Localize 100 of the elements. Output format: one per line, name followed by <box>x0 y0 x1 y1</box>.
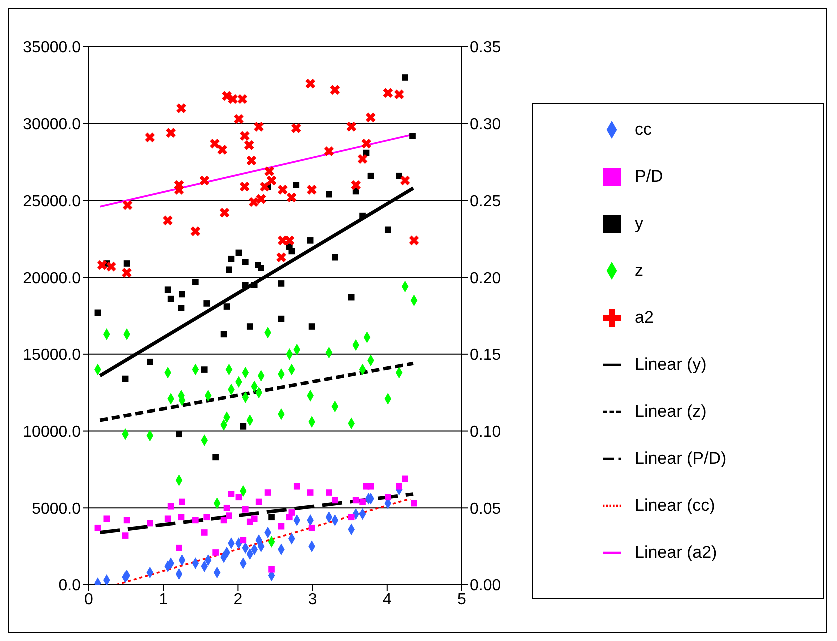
point <box>307 185 317 195</box>
y2-tick-label: 0.10 <box>470 424 502 441</box>
point <box>104 516 110 522</box>
point <box>266 176 277 186</box>
point <box>201 530 208 536</box>
point <box>224 304 230 310</box>
legend-label: z <box>635 261 644 280</box>
point <box>264 166 274 176</box>
y-tick-label: 25000.0 <box>23 193 82 210</box>
x-tick-label: 5 <box>458 591 467 608</box>
point <box>256 498 262 506</box>
point <box>178 514 185 521</box>
point <box>293 182 300 189</box>
point <box>410 132 416 140</box>
point <box>400 176 410 186</box>
point <box>394 90 404 100</box>
point <box>212 550 219 556</box>
y-tick-label: 10000.0 <box>23 424 82 441</box>
point <box>240 537 247 544</box>
point <box>268 566 275 573</box>
point <box>244 140 254 150</box>
point <box>384 226 392 234</box>
legend-label: Linear (P/D) <box>635 449 727 468</box>
point <box>307 490 314 496</box>
point <box>240 131 250 142</box>
legend-label: y <box>635 214 644 233</box>
point <box>288 248 296 255</box>
point <box>94 310 102 316</box>
y-tick-label: 5000.0 <box>32 500 82 518</box>
point <box>204 514 210 521</box>
point <box>228 491 235 498</box>
point <box>256 194 266 204</box>
point <box>248 197 259 208</box>
y2-tick-label: 0.05 <box>470 500 502 518</box>
point <box>246 156 257 166</box>
point <box>200 176 210 186</box>
point <box>346 122 356 132</box>
point <box>240 424 247 430</box>
point <box>368 483 374 490</box>
point <box>294 483 300 490</box>
point <box>358 154 368 164</box>
point <box>362 138 372 149</box>
point <box>332 254 338 261</box>
point <box>94 524 102 532</box>
point <box>201 366 208 373</box>
point <box>204 300 210 307</box>
point <box>240 182 250 192</box>
point <box>98 260 108 270</box>
point <box>324 146 334 156</box>
point <box>384 494 392 501</box>
point <box>224 504 230 512</box>
point <box>163 216 173 226</box>
point <box>226 512 232 519</box>
point <box>306 78 316 89</box>
point <box>264 490 272 496</box>
y-tick-label: 20000.0 <box>23 270 82 288</box>
point <box>308 324 316 330</box>
point <box>368 172 374 180</box>
legend-label: Linear (a2) <box>635 543 718 562</box>
point <box>246 324 254 330</box>
x-tick-label: 2 <box>234 591 243 608</box>
y-tick-label: 15000.0 <box>23 347 82 364</box>
point <box>236 494 242 501</box>
y2-tick-label: 0.30 <box>470 116 502 134</box>
point <box>179 291 186 298</box>
point <box>122 532 129 539</box>
point <box>164 516 172 522</box>
point <box>168 296 174 302</box>
point <box>348 294 355 301</box>
legend-label: cc <box>635 120 652 139</box>
point <box>278 185 288 195</box>
point <box>360 498 366 506</box>
point <box>147 520 154 527</box>
point <box>218 145 228 155</box>
point <box>366 112 376 123</box>
point <box>307 238 314 244</box>
point <box>409 236 420 246</box>
point <box>287 192 297 203</box>
point <box>242 259 249 266</box>
point <box>260 182 270 192</box>
point <box>278 316 285 322</box>
point <box>348 514 355 521</box>
point <box>242 506 249 513</box>
x-tick-label: 4 <box>382 591 392 608</box>
point <box>396 172 402 180</box>
point <box>352 497 360 504</box>
point <box>192 517 199 524</box>
point <box>226 266 232 274</box>
point <box>147 358 154 366</box>
y-tick-label: 30000.0 <box>23 116 82 134</box>
legend-label: P/D <box>635 167 664 186</box>
legend-label: Linear (cc) <box>635 496 716 515</box>
point <box>176 104 186 114</box>
point <box>176 431 182 438</box>
point <box>278 280 285 287</box>
point <box>220 208 230 218</box>
point <box>396 483 402 490</box>
point <box>174 180 184 190</box>
y2-tick-label: 0.00 <box>470 578 502 595</box>
point <box>276 252 286 262</box>
